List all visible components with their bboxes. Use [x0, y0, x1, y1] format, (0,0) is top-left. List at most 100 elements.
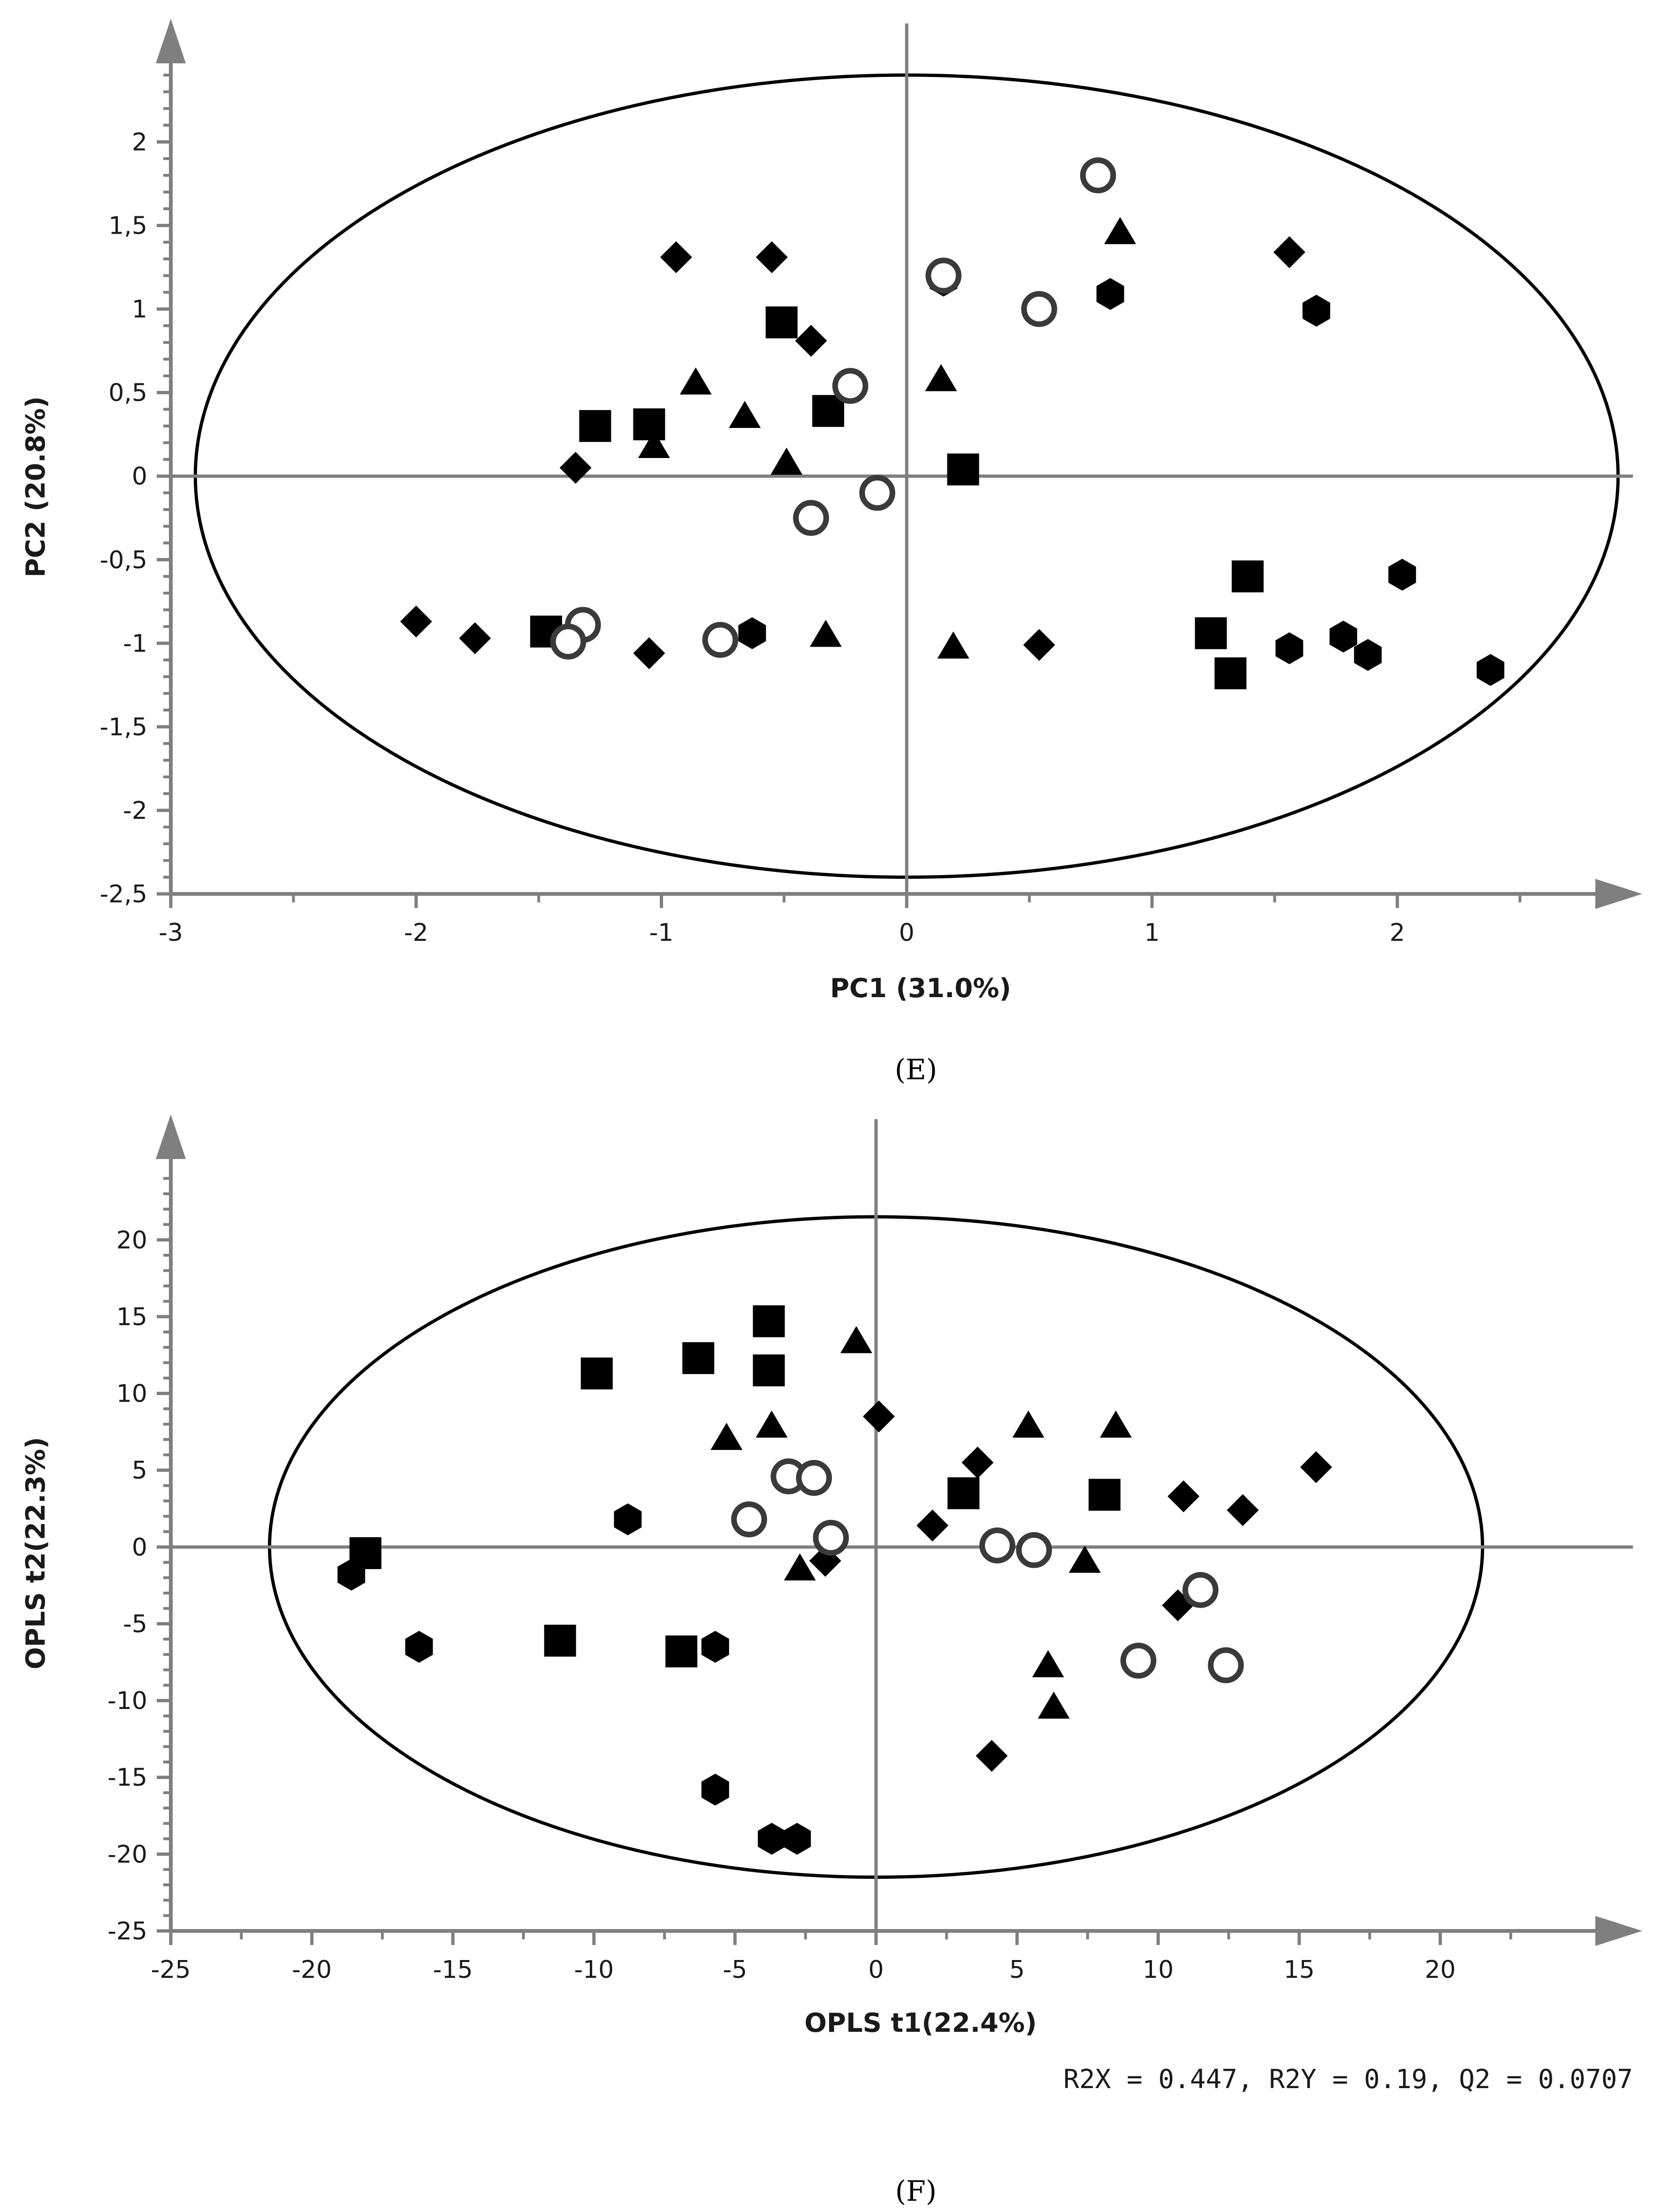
diamond-point	[1273, 236, 1305, 268]
circle-point	[813, 1519, 849, 1556]
square-point	[579, 410, 611, 442]
triangle-point	[710, 1423, 743, 1450]
y-tick-label: 20	[116, 1226, 147, 1254]
circle-point	[1016, 1532, 1052, 1568]
diamond-point	[1023, 629, 1055, 661]
triangle-point	[770, 447, 803, 475]
square-point	[665, 1635, 698, 1668]
circle-point	[1080, 157, 1116, 193]
diamond-point	[660, 241, 692, 274]
diamond-point	[755, 241, 788, 274]
hexagon-point	[701, 1773, 729, 1806]
x-tick-label: -25	[151, 1956, 191, 1984]
y-axis-label: OPLS t2(22.3%)	[21, 1437, 51, 1669]
y-tick-label: -20	[107, 1840, 147, 1869]
circle-point	[925, 258, 962, 294]
x-tick-label: -1	[649, 919, 674, 947]
hexagon-point	[1275, 632, 1303, 664]
x-tick-label: 20	[1425, 1956, 1456, 1984]
y-tick-label: -10	[107, 1687, 147, 1715]
x-tick-label: 15	[1284, 1956, 1315, 1984]
hexagon-point	[783, 1823, 811, 1855]
triangle-point	[1068, 1545, 1101, 1573]
diamond-point	[633, 637, 665, 670]
diamond-point	[863, 1400, 895, 1433]
circle-point	[702, 622, 739, 658]
circle-point	[793, 500, 829, 536]
diamond-point	[400, 605, 432, 638]
square-point	[633, 408, 665, 441]
diamond-point	[961, 1446, 994, 1479]
x-tick-label: -5	[723, 1956, 747, 1984]
triangle-point	[729, 401, 761, 428]
y-tick-label: 0,5	[108, 379, 147, 407]
hexagon-point	[1302, 295, 1330, 327]
x-tick-label: -15	[433, 1956, 473, 1984]
y-tick-label: -15	[107, 1764, 147, 1792]
x-tick-label: -3	[159, 919, 183, 947]
diamond-point	[1300, 1451, 1332, 1483]
triangle-point	[1037, 1691, 1070, 1719]
x-tick-label: 10	[1143, 1956, 1174, 1984]
square-point	[544, 1625, 576, 1657]
triangle-point	[809, 619, 842, 647]
triangle-point	[1012, 1410, 1044, 1438]
x-axis-label: PC1 (31.0%)	[830, 973, 1011, 1004]
square-point	[682, 1342, 715, 1374]
x-tick-label: 5	[1009, 1956, 1025, 1984]
hexagon-point	[1096, 278, 1124, 310]
square-point	[765, 306, 798, 339]
y-axis-arrow-icon	[156, 19, 186, 63]
triangle-point	[1104, 217, 1136, 244]
triangle-point	[1032, 1650, 1064, 1678]
diamond-point	[1167, 1480, 1200, 1512]
circle-point	[1021, 291, 1057, 327]
square-point	[753, 1354, 785, 1387]
triangle-point	[1100, 1410, 1132, 1438]
square-point	[580, 1358, 613, 1389]
circle-point	[979, 1527, 1015, 1564]
x-tick-label: -10	[574, 1956, 614, 1984]
y-tick-label: 2	[132, 128, 147, 156]
square-point	[947, 453, 979, 486]
x-axis-arrow-icon	[1595, 879, 1642, 909]
circle-point	[731, 1501, 767, 1538]
square-point	[1214, 657, 1247, 689]
chart-e: -3 -2 -1 0 1 2 -2,5 -2 -1,5 -1 -0,5 0 0,5 1 1,5 2 PC1 (…	[21, 19, 1642, 1086]
y-tick-label: -0,5	[100, 546, 147, 574]
y-tick-label: 10	[116, 1380, 147, 1408]
x-tick-label: 0	[868, 1956, 884, 1984]
hexagon-point	[1388, 558, 1416, 591]
hexagon-point	[758, 1823, 785, 1855]
triangle-point	[784, 1553, 816, 1581]
y-tick-label: -25	[107, 1917, 147, 1945]
diamond-point	[976, 1739, 1008, 1772]
y-tick-label: -2,5	[100, 880, 147, 908]
diamond-point	[916, 1510, 949, 1541]
y-tick-label: -1,5	[100, 713, 147, 741]
diamond-point	[559, 451, 592, 484]
panel-caption: (F)	[895, 2175, 937, 2208]
square-point	[1088, 1479, 1121, 1511]
hexagon-point	[1329, 620, 1357, 653]
square-point	[947, 1477, 980, 1510]
circle-point	[859, 475, 895, 511]
circle-point	[1208, 1647, 1244, 1684]
square-point	[812, 395, 845, 427]
circle-point	[832, 368, 869, 404]
y-axis-label: PC2 (20.8%)	[21, 396, 51, 577]
hexagon-point	[337, 1558, 366, 1591]
y-tick-label: 0	[132, 463, 147, 491]
circle-point	[1182, 1572, 1219, 1608]
circle-point	[796, 1460, 832, 1496]
triangle-point	[937, 631, 969, 659]
hexagon-point	[1354, 639, 1382, 671]
diamond-point	[459, 622, 491, 655]
hexagon-point	[614, 1503, 642, 1535]
triangle-point	[679, 367, 712, 395]
x-axis-label: OPLS t1(22.4%)	[804, 2008, 1037, 2038]
chart-f: -25 -20 -15 -10 -5 0 5 10 15 20 -25 -20 -15 -10 -5 0 5 10…	[21, 1114, 1642, 2208]
x-tick-label: -20	[292, 1956, 332, 1984]
x-axis-arrow-icon	[1595, 1916, 1642, 1946]
